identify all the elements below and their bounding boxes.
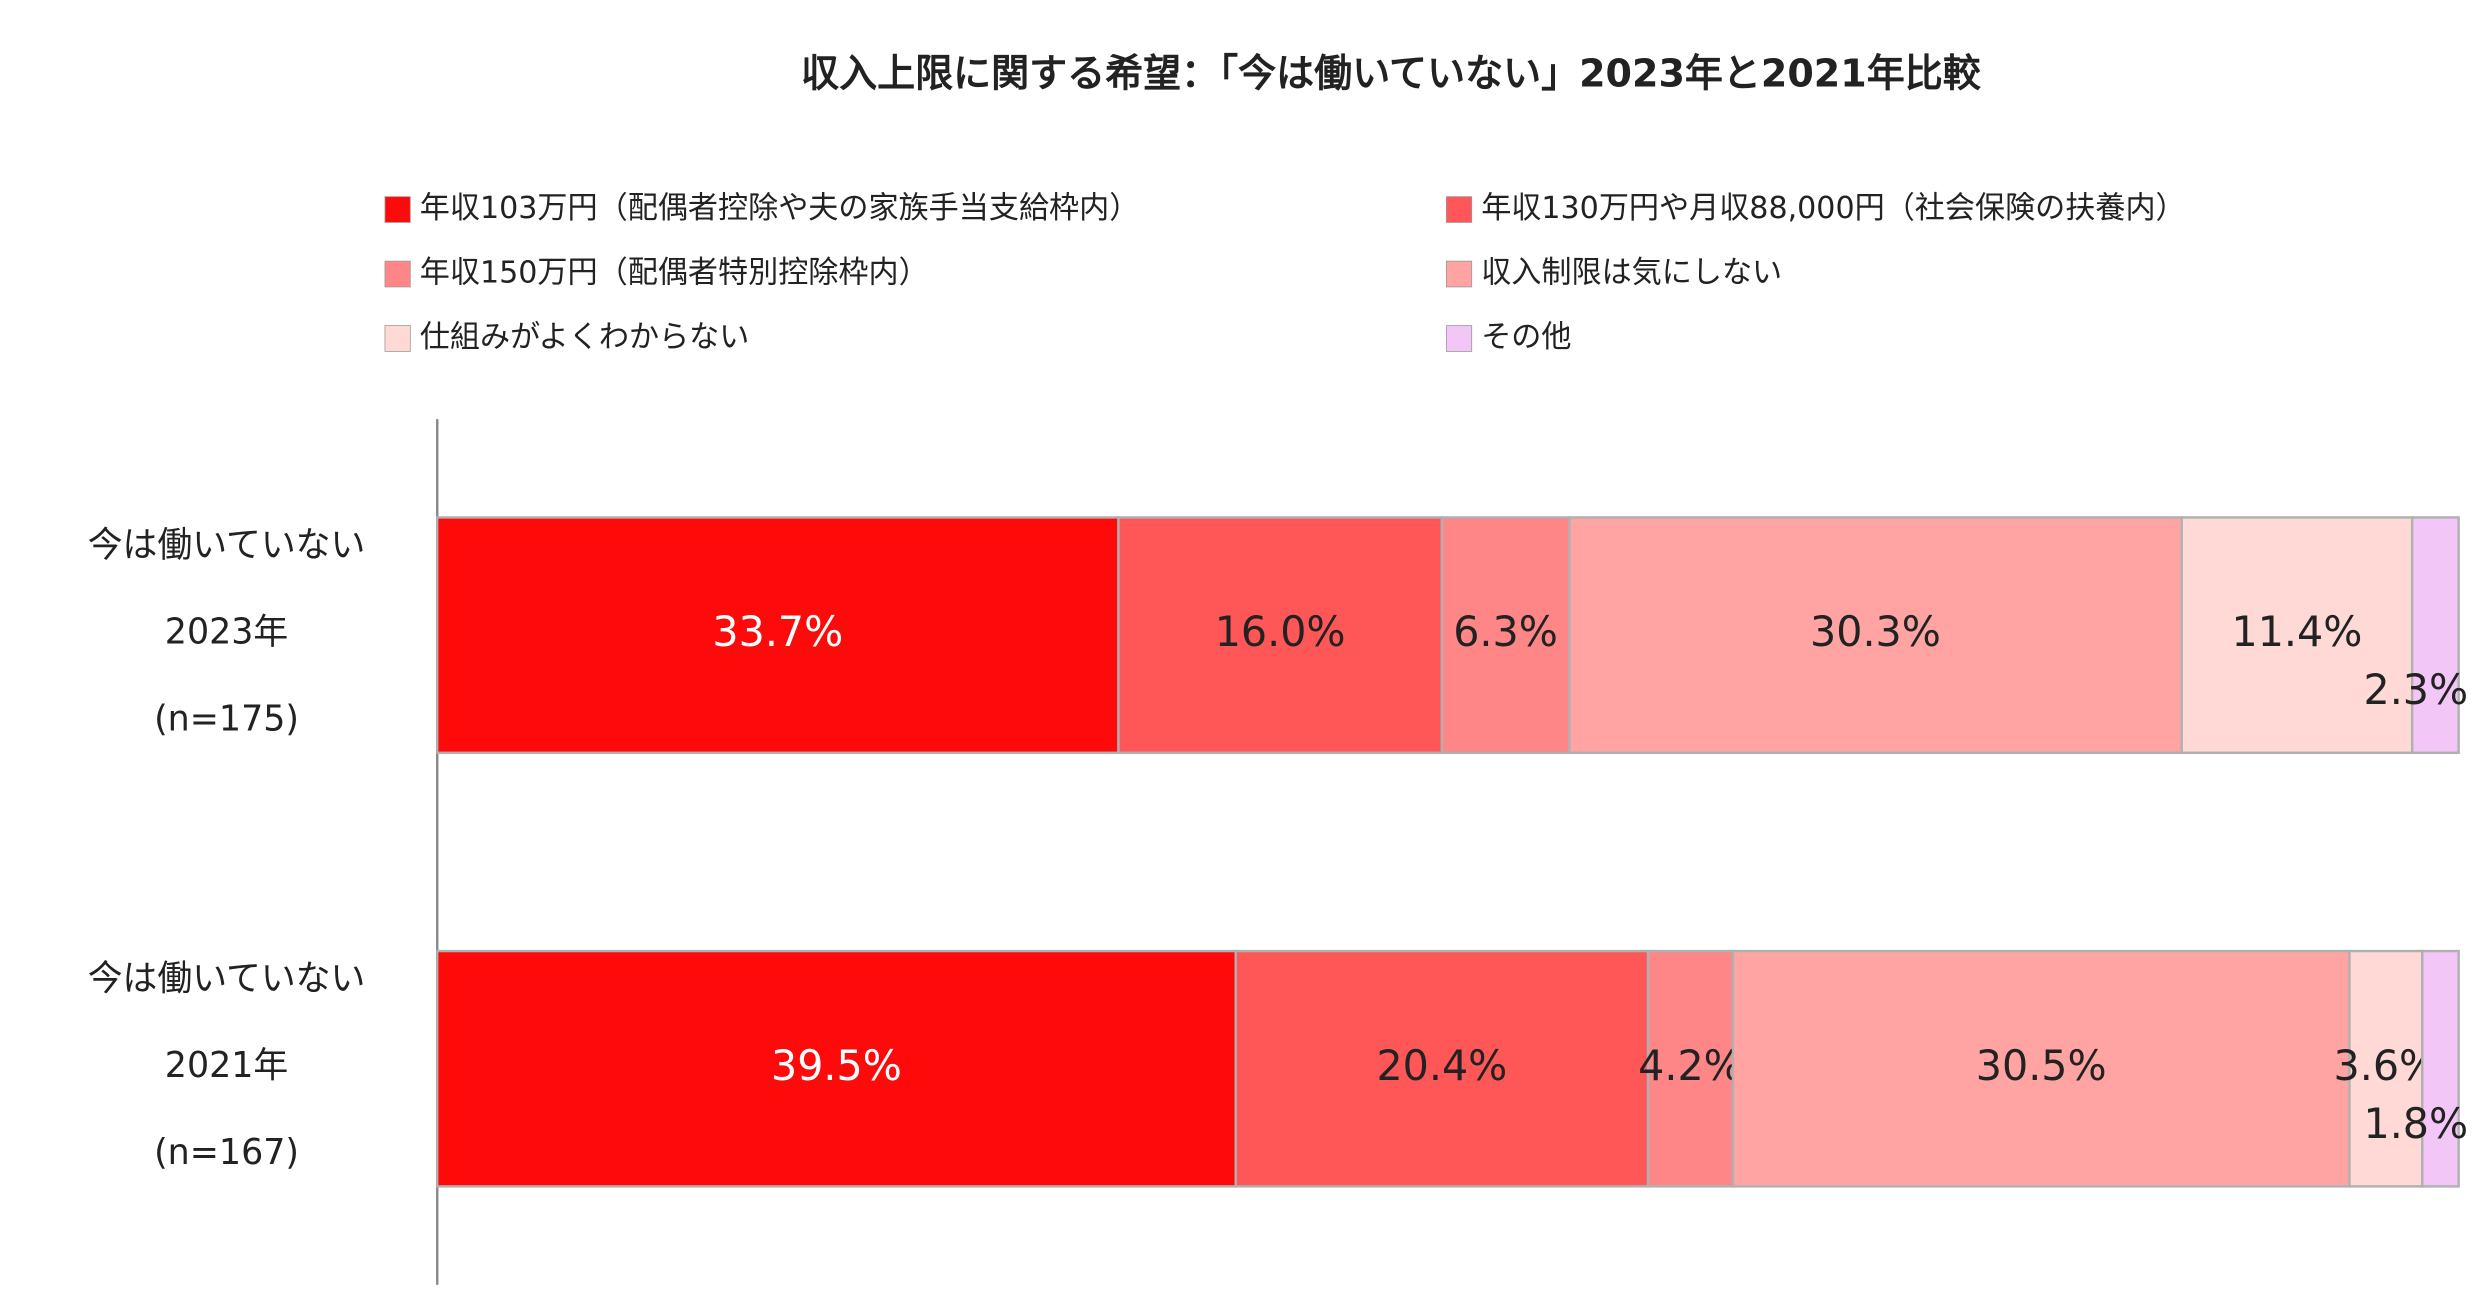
bar-segment	[436, 516, 1120, 754]
legend-swatch	[1445, 325, 1473, 352]
bar-segment	[1117, 516, 1444, 754]
legend-label: 仕組みがよくわからない	[420, 320, 750, 355]
bar-segment	[2348, 949, 2424, 1188]
legend-swatch	[384, 325, 411, 352]
legend-label: 収入制限は気にしない	[1481, 255, 1782, 290]
category-label: (n=175)	[154, 698, 299, 739]
value-label: 20.4%	[1376, 1040, 1507, 1089]
bar-segment	[2421, 949, 2460, 1188]
bar-segment	[436, 949, 1237, 1188]
value-label: 1.8%	[2364, 1099, 2469, 1148]
legend-swatch	[1445, 196, 1473, 223]
value-label: 2.3%	[2364, 665, 2469, 714]
value-label: 33.7%	[712, 607, 843, 656]
legend-label: その他	[1481, 320, 1571, 355]
legend-swatch	[384, 196, 411, 223]
legend-label: 年収103万円（配偶者控除や夫の家族手当支給枠内）	[420, 191, 1140, 226]
legend-swatch	[1445, 260, 1473, 288]
category-label: 今は働いていない	[88, 958, 366, 999]
value-label: 30.5%	[1976, 1040, 2107, 1089]
bar-segment	[1731, 949, 2351, 1188]
value-label: 4.2%	[1638, 1040, 1743, 1089]
value-label: 30.3%	[1810, 607, 1941, 656]
legend-label: 年収150万円（配偶者特別控除枠内）	[420, 255, 929, 290]
value-label: 39.5%	[771, 1040, 902, 1089]
bar-segment	[1440, 516, 1571, 754]
value-label: 16.0%	[1215, 607, 1346, 656]
category-label: 今は働いていない	[88, 524, 366, 565]
value-label: 11.4%	[2232, 607, 2363, 656]
legend-swatch	[384, 260, 411, 288]
value-label: 6.3%	[1453, 607, 1558, 656]
category-label: (n=167)	[154, 1132, 299, 1173]
category-label: 2023年	[165, 611, 288, 652]
legend-label: 年収130万円や月収88,000円（社会保険の扶養内）	[1481, 191, 2185, 226]
category-label: 2021年	[165, 1045, 288, 1086]
bar-segment	[2410, 516, 2460, 754]
chart-title: 収入上限に関する希望：「今は働いていない」2023年と2021年比較	[801, 51, 1981, 96]
value-label: 3.6%	[2334, 1040, 2439, 1089]
